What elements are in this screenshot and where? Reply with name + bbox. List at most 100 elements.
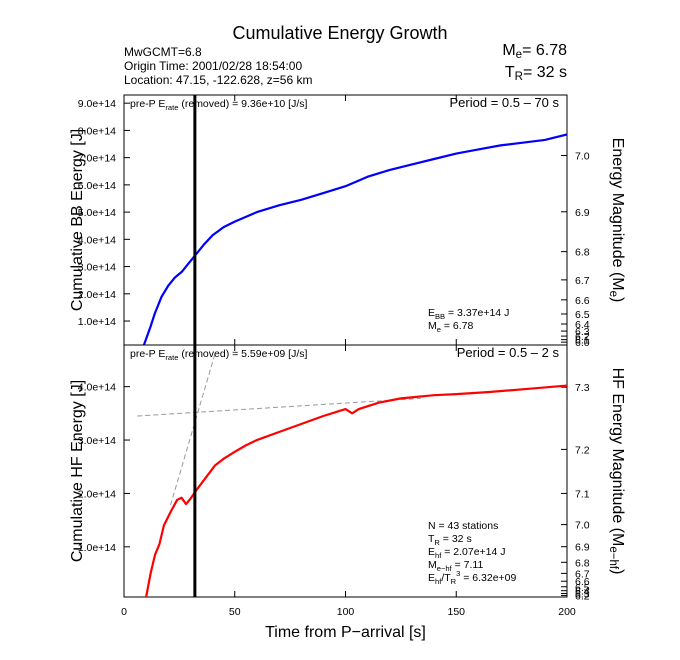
stat-line-part: = 6.78	[441, 320, 474, 332]
y-axis-label: Cumulative HF Energy [J]	[69, 380, 86, 562]
y-tick-label: 4.0e+14	[78, 382, 116, 394]
x-tick-label: 100	[337, 606, 355, 618]
x-tick-label: 0	[121, 606, 127, 618]
stat-line-part: 3	[456, 569, 460, 578]
stat-line: Me−hf = 7.11	[428, 559, 483, 573]
y-tick-label: 3.0e+14	[78, 262, 116, 274]
y-tick-label: 2.0e+14	[78, 488, 116, 500]
panel: 1.0e+14 2.0e+14 3.0e+14 4.0e+14 5.0e+14 6.0e+…	[78, 94, 590, 349]
plot-area	[142, 133, 567, 345]
x-tick-label: 200	[558, 606, 576, 618]
x-tick-label: 50	[229, 606, 241, 618]
header-tr-part: = 32 s	[523, 64, 567, 81]
annotation: pre-P Erate (removed) = 9.36e+10 [J/s]	[130, 98, 308, 112]
reference-line	[170, 354, 216, 506]
y2-tick-label: 6.5	[575, 309, 590, 321]
stat-line: Ehf = 2.07e+14 J	[428, 546, 506, 560]
y2-axis-label-part: Energy Magnitude (M	[609, 138, 626, 291]
y2-tick-label: 6.3	[575, 588, 590, 600]
header-info: MwGCMT=6.8	[124, 45, 202, 59]
annotation: pre-P Erate (removed) = 5.59e+09 [J/s]	[130, 348, 308, 362]
y-axis-label: Cumulative BB Energy [J]	[69, 129, 86, 311]
stat-line-part: = 32 s	[440, 533, 472, 545]
y2-tick-label: 6.5	[575, 582, 590, 594]
panel: 1.0e+14 2.0e+14 3.0e+14 4.0e+14 7.3 7.2 7.1 7.0…	[78, 344, 590, 618]
y-tick-label: 7.0e+14	[78, 153, 116, 165]
header-me-part: = 6.78	[522, 42, 567, 59]
header-tr: TR= 32 s	[505, 64, 567, 83]
y2-axis-label-part: )	[609, 297, 626, 302]
y2-axis-label: Energy Magnitude (Me)	[607, 138, 626, 303]
y-tick-label: 9.0e+14	[78, 98, 116, 110]
y2-tick-label: 6.6	[575, 576, 590, 588]
y2-tick-label: 6.7	[575, 568, 590, 580]
stat-line-part: = 2.07e+14 J	[441, 546, 505, 558]
stat-line-part: M	[428, 320, 437, 332]
stat-line-part: N = 43 stations	[428, 520, 498, 532]
header-me: Me= 6.78	[502, 42, 567, 61]
stat-line-part: = 7.11	[452, 559, 484, 571]
stat-line-part: /T	[441, 572, 451, 584]
header-tr-part: T	[505, 64, 515, 81]
y2-axis-label-part: HF Energy Magnitude (M	[609, 368, 626, 547]
y2-tick-label: 6.7	[575, 275, 590, 287]
stat-line-part: E	[428, 546, 435, 558]
y-tick-label: 5.0e+14	[78, 207, 116, 219]
stat-line-part: T	[428, 533, 435, 545]
reference-line	[137, 397, 421, 417]
y2-axis-label-part: )	[609, 569, 626, 574]
y2-tick-label: 7.0	[575, 150, 590, 162]
stat-line: Me = 6.78	[428, 320, 474, 334]
stat-line: N = 43 stations	[428, 520, 498, 532]
y2-tick-label: 6.9	[575, 542, 590, 554]
stat-line: TR = 32 s	[428, 533, 472, 547]
plot-frame	[123, 344, 568, 598]
stat-line-part: R	[451, 577, 457, 586]
y-tick-label: 1.0e+14	[78, 542, 116, 554]
stat-line-part: E	[428, 572, 435, 584]
data-line	[142, 133, 567, 345]
plot-area	[137, 354, 567, 597]
y2-axis-label-part: e−hf	[607, 546, 619, 570]
stat-line-part: R	[434, 538, 440, 547]
annotation-part: rate	[165, 103, 178, 112]
annotation-part: (removed) = 5.59e+09 [J/s]	[178, 348, 307, 360]
data-line	[145, 384, 567, 597]
stat-line-part: e−hf	[437, 564, 453, 573]
y2-tick-label: 7.0	[575, 520, 590, 532]
period-label: Period = 0.5 – 70 s	[450, 95, 560, 110]
y2-axis-label: HF Energy Magnitude (Me−hf)	[607, 368, 626, 575]
y2-tick-label: 7.2	[575, 444, 590, 456]
header-tr-part: R	[515, 71, 523, 83]
stat-line-part: hf	[435, 551, 442, 560]
y-tick-label: 1.0e+14	[78, 316, 116, 328]
chart-title: Cumulative Energy Growth	[232, 23, 447, 43]
y2-tick-label: 6.4	[575, 586, 590, 598]
y-tick-label: 3.0e+14	[78, 435, 116, 447]
y2-tick-label: 6.4	[575, 319, 590, 331]
y2-tick-label: 6.2	[575, 331, 590, 343]
header-info: Location: 47.15, -122.628, z=56 km	[124, 73, 312, 87]
x-axis-label: Time from P−arrival [s]	[265, 624, 426, 641]
y-tick-label: 8.0e+14	[78, 125, 116, 137]
header-info: Origin Time: 2001/02/28 18:54:00	[124, 59, 302, 73]
y2-tick-label: 6.6	[575, 295, 590, 307]
y-tick-label: 2.0e+14	[78, 289, 116, 301]
stat-line-part: M	[428, 559, 437, 571]
y-tick-label: 6.0e+14	[78, 180, 116, 192]
y2-tick-label: 7.3	[575, 382, 590, 394]
header-me-part: M	[502, 42, 515, 59]
y2-tick-label: 6.2	[575, 590, 590, 602]
stat-line-part: e	[437, 325, 441, 334]
annotation-part: (removed) = 9.36e+10 [J/s]	[178, 98, 307, 110]
annotation-part: pre-P E	[130, 348, 165, 360]
period-label: Period = 0.5 – 2 s	[457, 345, 560, 360]
y2-tick-label: 6.8	[575, 557, 590, 569]
stat-line-part: hf	[435, 577, 442, 586]
header-me-part: e	[516, 49, 522, 61]
stat-line-part: E	[428, 307, 435, 319]
y2-axis-label-part: e	[607, 291, 619, 297]
y2-tick-label: 6.1	[575, 335, 590, 347]
